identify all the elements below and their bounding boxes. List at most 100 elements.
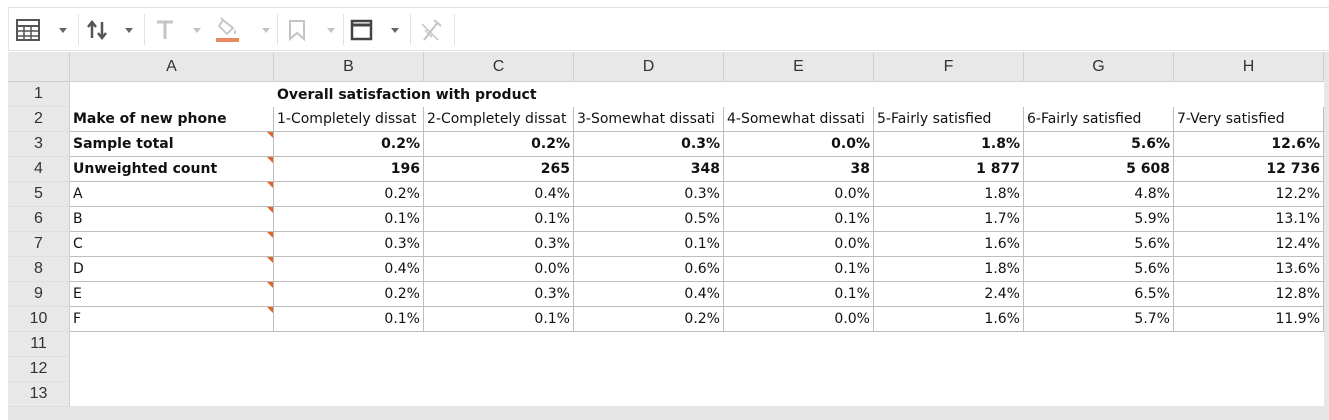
- data-cell[interactable]: 0.1%: [424, 307, 574, 332]
- horizontal-scrollbar[interactable]: [8, 406, 1329, 420]
- data-cell[interactable]: 0.2%: [274, 282, 424, 307]
- data-cell[interactable]: 4.8%: [1024, 182, 1174, 207]
- bookmark-button[interactable]: [281, 14, 341, 45]
- data-cell[interactable]: 1 877: [874, 157, 1024, 182]
- data-cell[interactable]: 0.3%: [424, 282, 574, 307]
- row-header-2[interactable]: 2: [8, 107, 70, 132]
- data-cell[interactable]: 1.7%: [874, 207, 1024, 232]
- data-cell[interactable]: 5.6%: [1024, 257, 1174, 282]
- data-cell[interactable]: 0.1%: [274, 307, 424, 332]
- data-cell[interactable]: 0.2%: [274, 132, 424, 157]
- category-header-cell[interactable]: 7-Very satisfied: [1174, 107, 1324, 132]
- row-header-1[interactable]: 1: [8, 82, 70, 107]
- data-cell[interactable]: 0.1%: [274, 207, 424, 232]
- data-cell[interactable]: 196: [274, 157, 424, 182]
- chevron-down-icon[interactable]: [193, 28, 201, 33]
- chevron-down-icon[interactable]: [125, 28, 133, 33]
- data-cell[interactable]: 0.2%: [574, 307, 724, 332]
- data-cell[interactable]: 13.1%: [1174, 207, 1324, 232]
- data-cell[interactable]: 1.8%: [874, 257, 1024, 282]
- sort-button[interactable]: [81, 14, 141, 45]
- data-cell[interactable]: 38: [724, 157, 874, 182]
- row-header-9[interactable]: 9: [8, 282, 70, 307]
- row-label-cell[interactable]: Unweighted count: [70, 157, 274, 182]
- data-cell[interactable]: 0.0%: [724, 232, 874, 257]
- category-header-cell[interactable]: 2-Completely dissat: [424, 107, 574, 132]
- data-cell[interactable]: 0.5%: [574, 207, 724, 232]
- data-cell[interactable]: 1.6%: [874, 307, 1024, 332]
- table-format-button[interactable]: [15, 14, 73, 45]
- text-format-button[interactable]: [147, 14, 207, 45]
- data-cell[interactable]: 12.4%: [1174, 232, 1324, 257]
- column-header-b[interactable]: B: [274, 52, 424, 82]
- data-cell[interactable]: 12.2%: [1174, 182, 1324, 207]
- row-header-4[interactable]: 4: [8, 157, 70, 182]
- data-cell[interactable]: 2.4%: [874, 282, 1024, 307]
- column-header-g[interactable]: G: [1024, 52, 1174, 82]
- row-header-13[interactable]: 13: [8, 382, 70, 407]
- chevron-down-icon[interactable]: [59, 28, 67, 33]
- data-cell[interactable]: 0.3%: [424, 232, 574, 257]
- data-cell[interactable]: 13.6%: [1174, 257, 1324, 282]
- category-header-cell[interactable]: 5-Fairly satisfied: [874, 107, 1024, 132]
- data-cell[interactable]: 6.5%: [1024, 282, 1174, 307]
- data-cell[interactable]: 0.4%: [274, 257, 424, 282]
- data-cell[interactable]: 0.4%: [574, 282, 724, 307]
- row-header-6[interactable]: 6: [8, 207, 70, 232]
- chevron-down-icon[interactable]: [262, 28, 270, 33]
- column-header-f[interactable]: F: [874, 52, 1024, 82]
- column-header-d[interactable]: D: [574, 52, 724, 82]
- chevron-down-icon[interactable]: [327, 28, 335, 33]
- data-cell[interactable]: 12.6%: [1174, 132, 1324, 157]
- data-cell[interactable]: 1.8%: [874, 182, 1024, 207]
- category-header-cell[interactable]: 4-Somewhat dissati: [724, 107, 874, 132]
- data-cell[interactable]: 5.9%: [1024, 207, 1174, 232]
- select-all-corner[interactable]: [8, 52, 70, 82]
- row-header-8[interactable]: 8: [8, 257, 70, 282]
- row-label-cell[interactable]: D: [70, 257, 274, 282]
- data-cell[interactable]: 0.0%: [724, 182, 874, 207]
- chevron-down-icon[interactable]: [391, 28, 399, 33]
- data-cell[interactable]: 0.2%: [274, 182, 424, 207]
- clear-format-button[interactable]: [415, 14, 451, 45]
- column-header-e[interactable]: E: [724, 52, 874, 82]
- row-label-cell[interactable]: Sample total: [70, 132, 274, 157]
- data-cell[interactable]: 5.6%: [1024, 132, 1174, 157]
- data-cell[interactable]: 0.6%: [574, 257, 724, 282]
- data-cell[interactable]: 11.9%: [1174, 307, 1324, 332]
- row-label-cell[interactable]: C: [70, 232, 274, 257]
- category-header-cell[interactable]: 3-Somewhat dissati: [574, 107, 724, 132]
- row-label-header-cell[interactable]: Make of new phone: [70, 107, 274, 132]
- row-label-cell[interactable]: E: [70, 282, 274, 307]
- column-header-a[interactable]: A: [70, 52, 274, 82]
- data-cell[interactable]: 0.2%: [424, 132, 574, 157]
- data-cell[interactable]: 0.4%: [424, 182, 574, 207]
- data-cell[interactable]: 0.0%: [724, 132, 874, 157]
- fill-color-button[interactable]: [211, 14, 271, 45]
- spreadsheet-grid[interactable]: A B C D E F G H 1 2 3 4 5 6 7 8 9 10 11 12 13 Overall satisfa…: [8, 52, 1329, 420]
- row-header-11[interactable]: 11: [8, 332, 70, 357]
- row-header-12[interactable]: 12: [8, 357, 70, 382]
- data-cell[interactable]: 5.7%: [1024, 307, 1174, 332]
- data-cell[interactable]: 5.6%: [1024, 232, 1174, 257]
- data-cell[interactable]: 265: [424, 157, 574, 182]
- banner-title-cell[interactable]: Overall satisfaction with product: [277, 86, 537, 103]
- row-header-10[interactable]: 10: [8, 307, 70, 332]
- row-header-3[interactable]: 3: [8, 132, 70, 157]
- row-header-7[interactable]: 7: [8, 232, 70, 257]
- row-label-cell[interactable]: B: [70, 207, 274, 232]
- column-header-c[interactable]: C: [424, 52, 574, 82]
- row-label-cell[interactable]: F: [70, 307, 274, 332]
- category-header-cell[interactable]: 1-Completely dissat: [274, 107, 424, 132]
- data-cell[interactable]: 1.6%: [874, 232, 1024, 257]
- category-header-cell[interactable]: 6-Fairly satisfied: [1024, 107, 1174, 132]
- data-cell[interactable]: 12 736: [1174, 157, 1324, 182]
- data-cell[interactable]: 0.1%: [724, 257, 874, 282]
- data-cell[interactable]: 1.8%: [874, 132, 1024, 157]
- data-cell[interactable]: 348: [574, 157, 724, 182]
- data-cell[interactable]: 0.3%: [574, 182, 724, 207]
- data-cell[interactable]: 0.1%: [724, 282, 874, 307]
- data-cell[interactable]: 0.1%: [574, 232, 724, 257]
- row-header-5[interactable]: 5: [8, 182, 70, 207]
- data-cell[interactable]: 0.3%: [574, 132, 724, 157]
